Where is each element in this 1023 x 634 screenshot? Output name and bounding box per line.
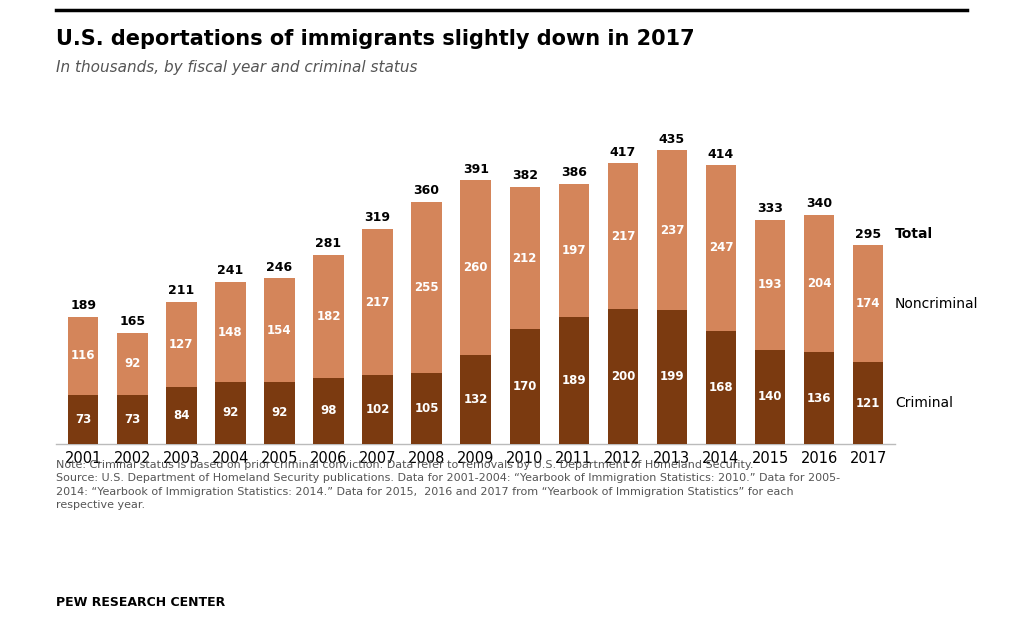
Text: 237: 237 — [660, 224, 684, 236]
Text: 154: 154 — [267, 323, 292, 337]
Text: 168: 168 — [709, 381, 733, 394]
Bar — [804, 215, 835, 353]
Text: 255: 255 — [414, 281, 439, 294]
Bar — [117, 333, 147, 395]
Text: 140: 140 — [758, 390, 783, 403]
Text: 132: 132 — [463, 393, 488, 406]
Text: In thousands, by fiscal year and criminal status: In thousands, by fiscal year and crimina… — [56, 60, 417, 75]
Text: 121: 121 — [856, 397, 881, 410]
Bar — [362, 229, 393, 375]
Text: 116: 116 — [71, 349, 95, 362]
Bar — [411, 202, 442, 373]
Bar — [166, 387, 196, 444]
Bar — [362, 375, 393, 444]
Text: 182: 182 — [316, 310, 341, 323]
Text: 92: 92 — [271, 406, 287, 419]
Text: 340: 340 — [806, 197, 832, 210]
Text: 98: 98 — [320, 404, 337, 417]
Text: 165: 165 — [120, 315, 145, 328]
Text: 102: 102 — [365, 403, 390, 416]
Text: Noncriminal: Noncriminal — [895, 297, 979, 311]
Text: 148: 148 — [218, 326, 242, 339]
Bar — [313, 378, 344, 444]
Text: PEW RESEARCH CENTER: PEW RESEARCH CENTER — [56, 596, 225, 609]
Bar — [215, 382, 246, 444]
Bar — [460, 355, 491, 444]
Text: 414: 414 — [708, 148, 735, 160]
Text: 295: 295 — [855, 228, 881, 241]
Bar — [313, 256, 344, 378]
Bar — [853, 245, 883, 363]
Text: Criminal: Criminal — [895, 396, 953, 410]
Text: 246: 246 — [266, 261, 293, 274]
Text: 319: 319 — [364, 212, 391, 224]
Text: 136: 136 — [807, 392, 832, 404]
Text: 170: 170 — [513, 380, 537, 393]
Text: 417: 417 — [610, 146, 636, 158]
Bar — [69, 316, 98, 395]
Text: 247: 247 — [709, 241, 733, 254]
Text: 92: 92 — [222, 406, 238, 419]
Text: 435: 435 — [659, 133, 685, 146]
Text: 211: 211 — [168, 284, 194, 297]
Bar — [166, 302, 196, 387]
Text: U.S. deportations of immigrants slightly down in 2017: U.S. deportations of immigrants slightly… — [56, 29, 695, 49]
Bar — [264, 382, 295, 444]
Text: 84: 84 — [173, 409, 189, 422]
Text: 127: 127 — [169, 338, 193, 351]
Text: 204: 204 — [807, 277, 832, 290]
Bar — [608, 163, 638, 309]
Text: 189: 189 — [71, 299, 96, 312]
Text: 105: 105 — [414, 402, 439, 415]
Bar — [853, 363, 883, 444]
Bar — [69, 395, 98, 444]
Bar — [755, 349, 786, 444]
Text: Total: Total — [895, 226, 933, 241]
Bar — [657, 150, 687, 310]
Bar — [411, 373, 442, 444]
Bar — [559, 316, 589, 444]
Bar — [755, 220, 786, 349]
Text: Note: Criminal status is based on prior criminal conviction. Data refer to remov: Note: Criminal status is based on prior … — [56, 460, 840, 510]
Text: 281: 281 — [315, 237, 342, 250]
Bar — [117, 395, 147, 444]
Bar — [706, 165, 737, 331]
Text: 200: 200 — [611, 370, 635, 383]
Bar — [460, 180, 491, 355]
Bar — [509, 330, 540, 444]
Text: 260: 260 — [463, 261, 488, 274]
Text: 92: 92 — [124, 357, 140, 370]
Bar — [608, 309, 638, 444]
Text: 199: 199 — [660, 370, 684, 384]
Text: 193: 193 — [758, 278, 783, 291]
Bar — [559, 184, 589, 316]
Text: 382: 382 — [512, 169, 538, 182]
Text: 360: 360 — [413, 184, 440, 197]
Text: 174: 174 — [856, 297, 881, 311]
Bar — [264, 278, 295, 382]
Text: 217: 217 — [365, 295, 390, 309]
Text: 189: 189 — [562, 373, 586, 387]
Text: 197: 197 — [562, 244, 586, 257]
Bar — [215, 282, 246, 382]
Text: 73: 73 — [124, 413, 140, 426]
Text: 386: 386 — [561, 166, 587, 179]
Text: 333: 333 — [757, 202, 783, 215]
Text: 212: 212 — [513, 252, 537, 264]
Bar — [706, 331, 737, 444]
Bar — [657, 310, 687, 444]
Text: 73: 73 — [75, 413, 91, 426]
Bar — [804, 353, 835, 444]
Bar — [509, 187, 540, 330]
Text: 391: 391 — [462, 163, 489, 176]
Text: 241: 241 — [217, 264, 243, 277]
Text: 217: 217 — [611, 230, 635, 243]
